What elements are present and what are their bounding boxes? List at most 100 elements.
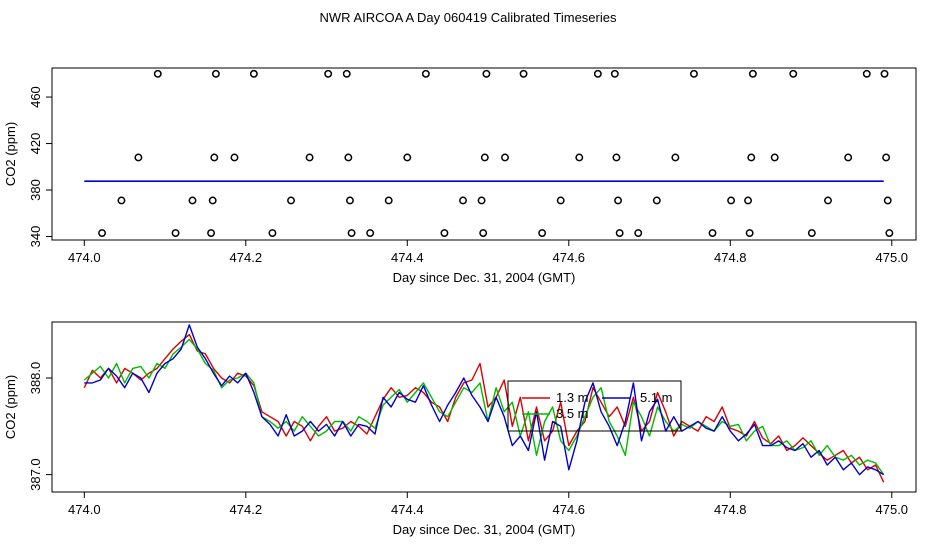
- top-scatter-point: [770, 153, 779, 162]
- top-scatter-point: [344, 153, 353, 162]
- top-scatter-point: [538, 229, 547, 237]
- top-scatter-point: [98, 229, 107, 237]
- top-scatter-point: [153, 69, 162, 78]
- top-scatter-point: [862, 69, 871, 78]
- top-scatter-point: [477, 196, 486, 205]
- figure-title: NWR AIRCOA A Day 060419 Calibrated Times…: [320, 10, 617, 25]
- top-x-axis-label: Day since Dec. 31, 2004 (GMT): [393, 270, 576, 285]
- top-x-tick-label: 474.4: [391, 250, 424, 265]
- top-scatter-point: [134, 153, 143, 162]
- top-scatter-point: [745, 229, 754, 237]
- panel-top-scatter: 474.0 474.2 474.4 474.6 474.8 475.0 340 380 420…: [3, 67, 917, 285]
- top-scatter-point: [482, 69, 491, 78]
- top-scatter-point: [844, 153, 853, 162]
- top-y-tick-label: 340: [28, 226, 43, 248]
- top-scatter-point: [671, 153, 680, 162]
- top-scatter-point: [575, 153, 584, 162]
- top-scatter-point: [501, 153, 509, 162]
- top-x-tick-label: 474.2: [230, 250, 263, 265]
- legend: 1.3 m 3.5 m 5.1 m: [507, 380, 682, 432]
- top-scatter-point: [459, 196, 467, 205]
- top-scatter-point: [747, 153, 756, 162]
- bottom-y-tick-label: 388.0: [28, 362, 43, 395]
- top-scatter-point: [268, 229, 277, 237]
- top-scatter-point: [789, 69, 798, 78]
- top-scatter-point: [556, 196, 565, 205]
- top-scatter-point: [807, 229, 816, 237]
- top-x-tick-label: 474.8: [714, 250, 747, 265]
- top-scatter-point: [305, 153, 314, 162]
- top-scatter-point: [882, 153, 891, 162]
- top-scatter-point: [610, 69, 619, 78]
- top-scatter-point: [689, 69, 698, 78]
- top-scatter-point: [614, 196, 622, 205]
- top-scatter-point: [744, 196, 752, 205]
- top-scatter-point: [384, 196, 393, 205]
- top-scatter-point: [342, 69, 351, 78]
- top-scatter-point: [652, 196, 661, 205]
- top-scatter-point: [188, 196, 197, 205]
- top-scatter-point: [207, 229, 216, 237]
- top-scatter-point: [210, 153, 219, 162]
- top-y-tick-label: 460: [28, 86, 43, 108]
- bottom-x-tick-label: 474.0: [68, 502, 101, 517]
- top-scatter-point: [634, 229, 643, 237]
- top-scatter-point: [249, 69, 258, 78]
- legend-label-1-3m: 1.3 m: [556, 390, 589, 405]
- bottom-x-tick-label: 474.8: [714, 502, 747, 517]
- top-y-tick-label: 420: [28, 133, 43, 155]
- legend-label-3-5m: 3.5 m: [556, 406, 589, 421]
- top-scatter-point: [479, 229, 488, 237]
- bottom-x-tick-label: 474.2: [230, 502, 263, 517]
- top-scatter-point: [346, 196, 354, 205]
- top-scatter-point: [727, 196, 736, 205]
- top-scatter-point: [824, 196, 832, 205]
- top-x-tick-label: 475.0: [876, 250, 909, 265]
- series-line-5-1-m: [84, 324, 885, 476]
- legend-label-5-1m: 5.1 m: [640, 390, 673, 405]
- bottom-x-axis-label: Day since Dec. 31, 2004 (GMT): [393, 522, 576, 537]
- top-scatter-point: [117, 196, 126, 205]
- top-scatter-point: [880, 69, 889, 78]
- top-x-tick-label: 474.0: [68, 250, 101, 265]
- top-x-ticks: 474.0 474.2 474.4 474.6 474.8 475.0: [68, 240, 908, 265]
- top-scatter-point: [403, 153, 412, 162]
- bottom-x-tick-label: 474.6: [553, 502, 586, 517]
- top-scatter-point: [211, 69, 220, 78]
- top-scatter-point: [480, 153, 489, 162]
- series-line-3-5-m: [83, 338, 885, 476]
- top-scatter-point: [366, 229, 375, 237]
- top-series-layer: [84, 69, 894, 237]
- top-scatter-point: [883, 196, 892, 205]
- top-y-tick-label: 380: [28, 179, 43, 201]
- top-y-ticks: 340 380 420 460: [28, 86, 52, 247]
- bottom-series-layer: [83, 324, 885, 483]
- top-scatter-point: [519, 69, 528, 78]
- panel-bottom-lines: 474.0 474.2 474.4 474.6 474.8 475.0 387.0 388.…: [3, 321, 917, 537]
- top-scatter-point: [421, 69, 430, 78]
- legend-box: [507, 380, 682, 432]
- top-x-tick-label: 474.6: [553, 250, 586, 265]
- top-scatter-point: [171, 229, 180, 237]
- top-scatter-point: [615, 229, 624, 237]
- top-scatter-point: [440, 229, 449, 237]
- top-y-axis-label: CO2 (ppm): [3, 122, 18, 186]
- bottom-x-ticks: 474.0 474.2 474.4 474.6 474.8 475.0: [68, 492, 908, 517]
- top-scatter-point: [708, 229, 717, 237]
- top-scatter-point: [287, 196, 295, 205]
- top-plot-frame: [51, 67, 917, 241]
- top-scatter-point: [208, 196, 217, 205]
- bottom-x-tick-label: 474.4: [391, 502, 424, 517]
- bottom-plot-frame: [51, 321, 917, 493]
- top-scatter-point: [324, 69, 333, 78]
- bottom-x-tick-label: 475.0: [876, 502, 909, 517]
- top-scatter-point: [885, 229, 894, 237]
- top-scatter-point: [593, 69, 602, 78]
- bottom-y-ticks: 387.0 388.0: [28, 362, 52, 491]
- top-scatter-point: [230, 153, 239, 162]
- top-scatter-point: [612, 153, 621, 162]
- top-scatter-point: [748, 69, 757, 78]
- top-scatter-point: [347, 229, 356, 237]
